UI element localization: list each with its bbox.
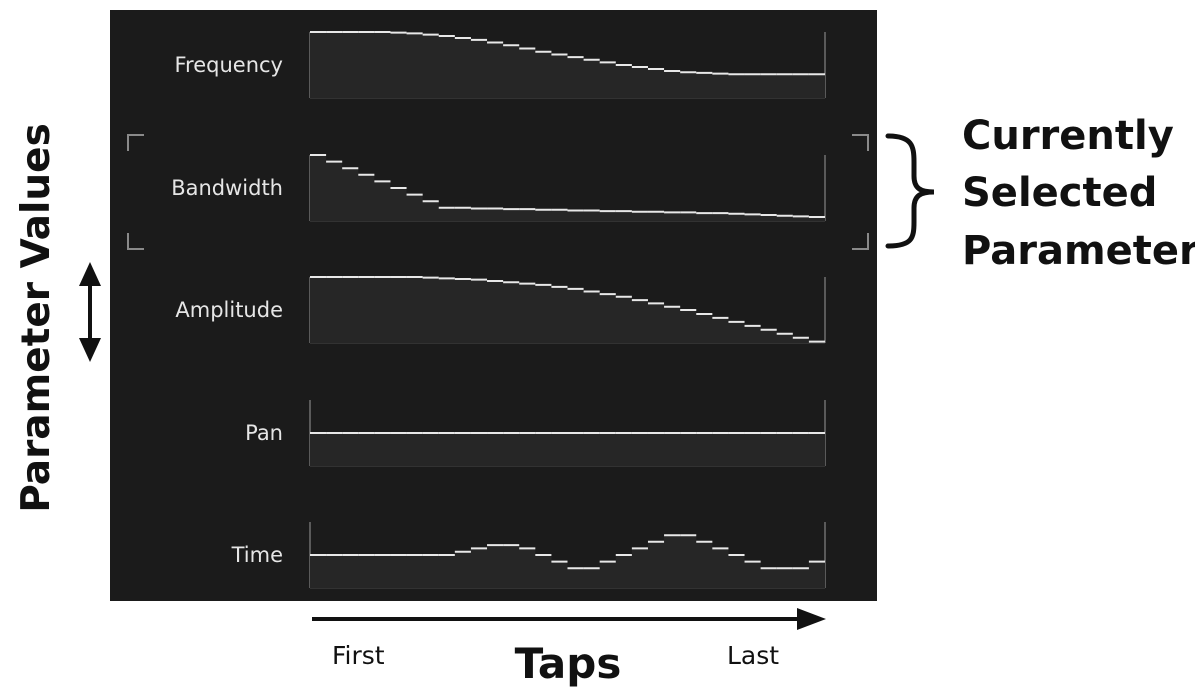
lane-fill bbox=[310, 32, 825, 98]
lane-label: Frequency bbox=[175, 53, 284, 77]
selected-note-line-1: Currently bbox=[962, 113, 1174, 159]
selected-note-line-2: Selected bbox=[962, 170, 1157, 216]
curly-brace-icon bbox=[885, 133, 935, 249]
lane-fill bbox=[310, 277, 825, 343]
lane-frequency[interactable]: Frequency bbox=[175, 31, 826, 99]
lane-label: Amplitude bbox=[175, 298, 283, 322]
lane-label: Time bbox=[231, 543, 283, 567]
lane-label: Pan bbox=[245, 421, 283, 445]
x-start-label: First bbox=[332, 641, 385, 670]
lane-bandwidth[interactable]: Bandwidth bbox=[171, 154, 826, 222]
parameter-lanes: Frequency Bandwidth Amplitude Pan Time bbox=[171, 31, 826, 589]
selection-corner bbox=[852, 134, 869, 151]
lane-time[interactable]: Time bbox=[231, 522, 826, 589]
y-axis-label: Parameter Values bbox=[14, 123, 59, 513]
selection-brackets bbox=[127, 134, 869, 250]
lane-pan[interactable]: Pan bbox=[245, 400, 826, 467]
selection-corner bbox=[852, 233, 869, 250]
selection-corner bbox=[127, 134, 144, 151]
lane-amplitude[interactable]: Amplitude bbox=[175, 276, 826, 344]
x-end-label: Last bbox=[727, 641, 779, 670]
vertical-double-arrow-icon bbox=[79, 262, 101, 362]
selection-corner bbox=[127, 233, 144, 250]
horizontal-arrow-icon bbox=[312, 608, 826, 630]
lane-fill bbox=[310, 155, 825, 221]
x-axis-label: Taps bbox=[515, 639, 622, 688]
lane-label: Bandwidth bbox=[171, 176, 283, 200]
lane-fill bbox=[310, 433, 825, 466]
selected-note-line-3: Parameter bbox=[962, 228, 1195, 274]
